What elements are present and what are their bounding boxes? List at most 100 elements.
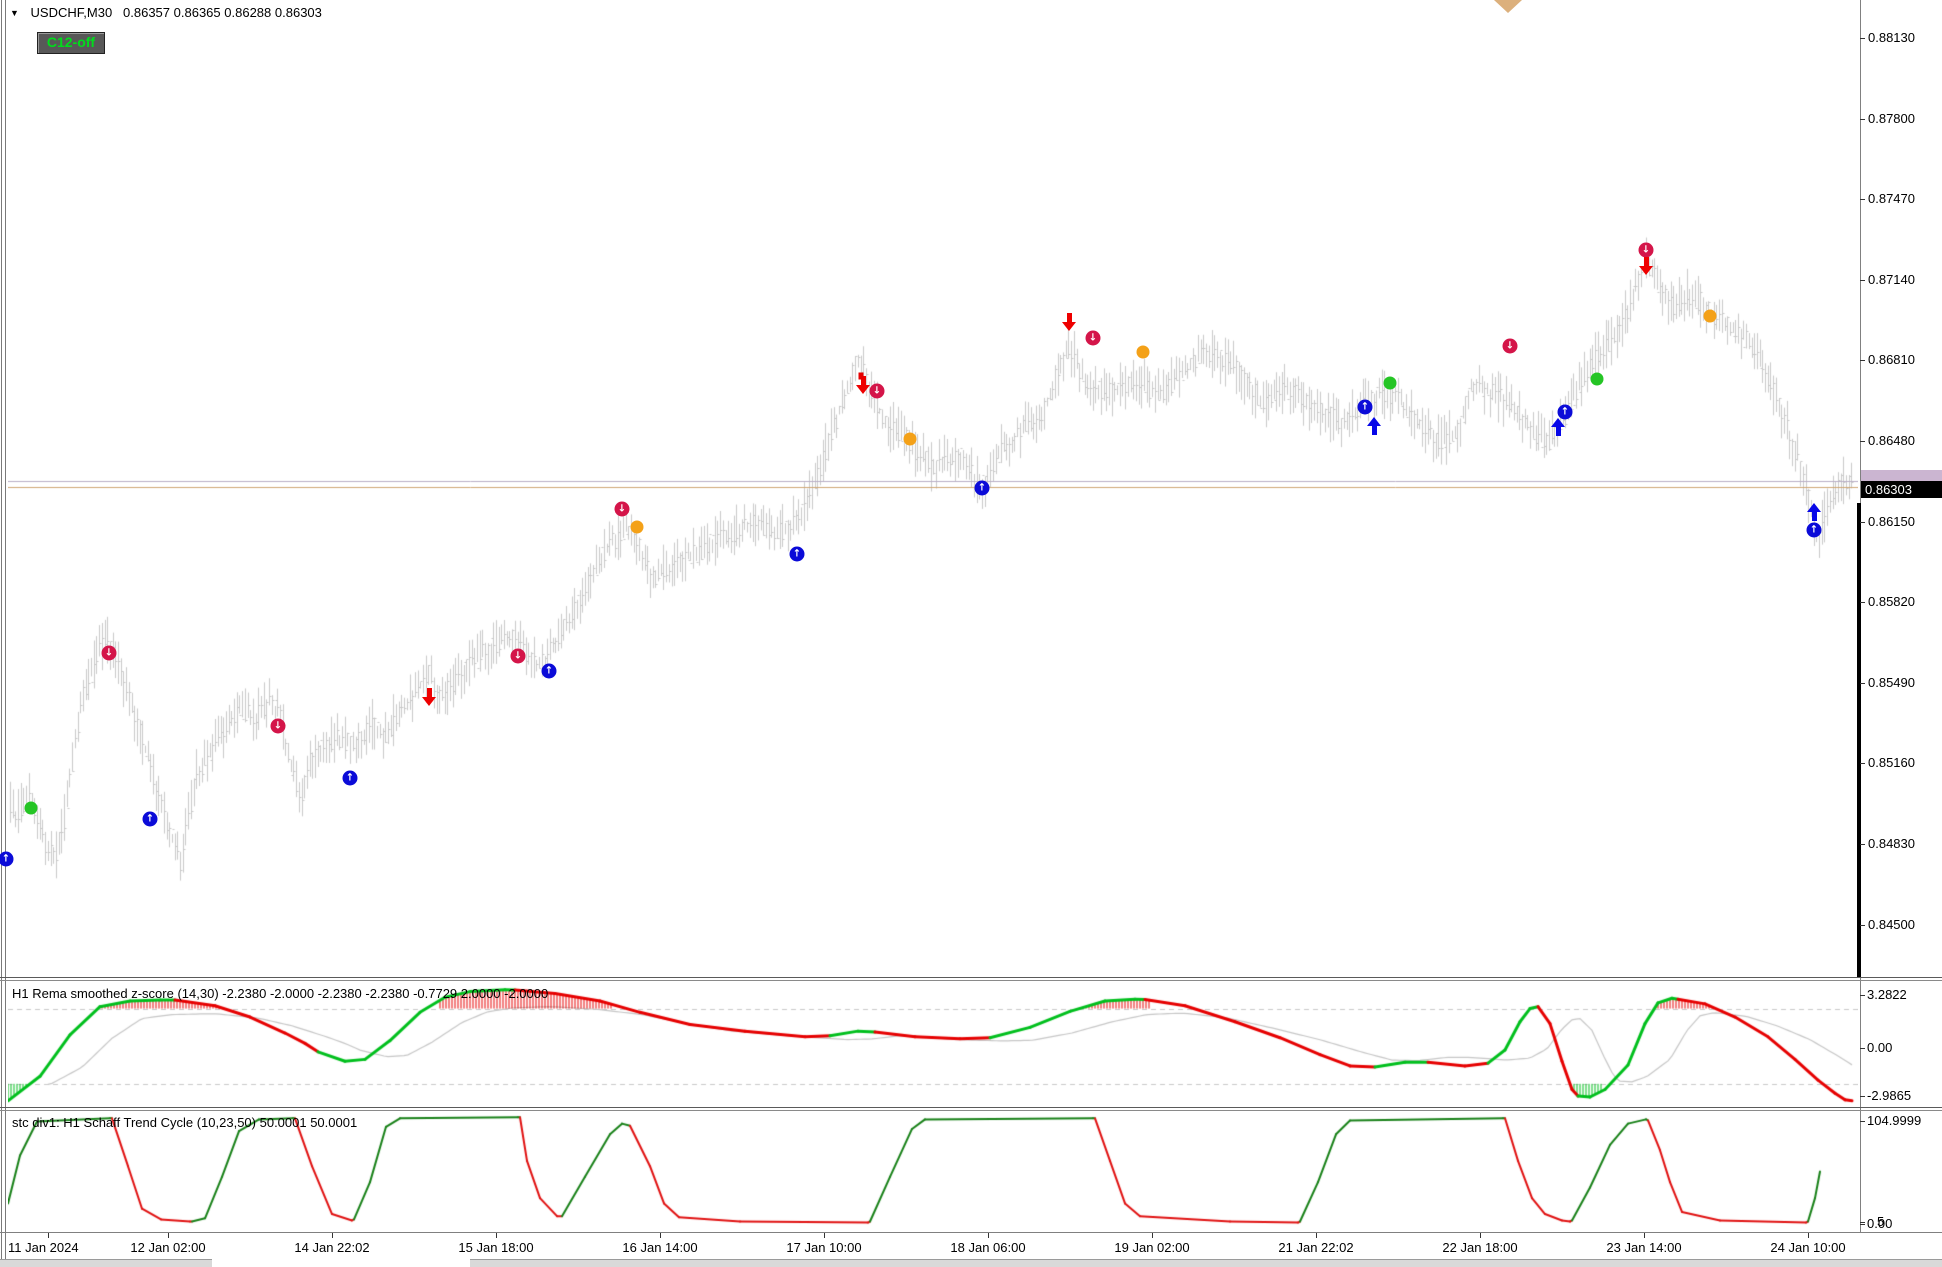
price-axis-label: 0.86150	[1868, 513, 1915, 529]
time-axis-label: 14 Jan 22:02	[294, 1240, 370, 1255]
time-axis-tick	[332, 1233, 333, 1238]
exit-signal-orange-dot-icon	[1703, 309, 1717, 323]
time-axis-tick	[48, 1233, 49, 1238]
price-axis-tick	[1860, 844, 1865, 845]
sell-signal-circle-icon: ↓	[1502, 338, 1518, 354]
time-axis-tick	[988, 1233, 989, 1238]
time-axis-label: 12 Jan 02:00	[130, 1240, 206, 1255]
time-axis-tick	[1316, 1233, 1317, 1238]
indicator-axis-tick	[1860, 1222, 1865, 1223]
time-axis-label: 19 Jan 02:00	[1114, 1240, 1190, 1255]
price-axis-tick	[1860, 38, 1865, 39]
symbol-timeframe-label: USDCHF,M30	[30, 5, 113, 20]
window-left-border-inner	[5, 0, 6, 1267]
panel2-separator-inner	[0, 1110, 1942, 1111]
ohlc-low: 0.86288	[224, 5, 272, 20]
indicator-axis-tick	[1860, 1121, 1865, 1122]
exit-signal-orange-dot-icon	[630, 520, 644, 534]
buy-signal-circle-icon: ↑	[541, 663, 557, 679]
time-axis-tick	[1808, 1233, 1809, 1238]
panel1-separator[interactable]	[0, 977, 1942, 978]
price-axis-label: 0.84500	[1868, 916, 1915, 932]
time-axis-label: 16 Jan 14:00	[622, 1240, 698, 1255]
buy-signal-circle-icon: ↑	[1557, 404, 1573, 420]
time-axis-label: 15 Jan 18:00	[458, 1240, 534, 1255]
chart-title: ▼ USDCHF,M30 0.86357 0.86365 0.86288 0.8…	[10, 5, 322, 20]
price-axis-black-bar	[1857, 503, 1861, 977]
buy-signal-circle-icon: ↑	[789, 546, 805, 562]
time-axis-tick	[660, 1233, 661, 1238]
red-square-marker	[858, 372, 864, 380]
time-axis-separator	[0, 1232, 1942, 1233]
current-price-highlight	[1861, 470, 1942, 481]
price-axis-tick	[1860, 199, 1865, 200]
indicator-axis-tick	[1860, 1096, 1865, 1097]
indicator-axis-tick	[1860, 995, 1865, 996]
price-axis-label: 0.87470	[1868, 191, 1915, 207]
time-axis-label: 23 Jan 14:00	[1606, 1240, 1682, 1255]
price-axis-label: 0.86810	[1868, 352, 1915, 368]
price-axis-label: 0.85160	[1868, 755, 1915, 771]
sell-signal-circle-icon: ↓	[101, 645, 117, 661]
time-axis-label: 18 Jan 06:00	[950, 1240, 1026, 1255]
price-axis-label: 0.84830	[1868, 836, 1915, 851]
zscore-panel-canvas[interactable]	[8, 982, 1858, 1106]
exit-signal-orange-dot-icon	[1136, 345, 1150, 359]
chart-menu-dropdown-icon[interactable]: ▼	[10, 8, 19, 18]
price-axis-tick	[1860, 683, 1865, 684]
buy-signal-circle-icon: ↑	[1806, 522, 1822, 538]
indicator-axis-label: 0.00	[1867, 1040, 1893, 1055]
indicator-axis-label: 104.9999	[1867, 1113, 1922, 1128]
ohlc-high: 0.86365	[173, 5, 221, 20]
bottom-tab-strip-left[interactable]	[0, 1259, 212, 1267]
time-axis-tick	[1480, 1233, 1481, 1238]
main-chart-canvas[interactable]	[8, 0, 1858, 978]
time-axis-label: 24 Jan 10:00	[1770, 1240, 1846, 1255]
price-axis-tick	[1860, 441, 1865, 442]
panel2-separator[interactable]	[0, 1107, 1942, 1108]
price-axis-tick	[1860, 602, 1865, 603]
current-price-box: 0.86303	[1861, 481, 1942, 498]
entry-signal-green-dot-icon	[1383, 376, 1397, 390]
price-axis-tick	[1860, 280, 1865, 281]
entry-signal-green-dot-icon	[1590, 372, 1604, 386]
time-axis-label: 22 Jan 18:00	[1442, 1240, 1518, 1255]
time-axis-tick	[1152, 1233, 1153, 1238]
buy-signal-circle-icon: ↑	[1357, 399, 1373, 415]
indicator-axis-label: -2.9865	[1867, 1088, 1912, 1103]
price-axis-label: 0.88130	[1868, 30, 1915, 45]
indicator-axis-label: 3.2822	[1867, 987, 1907, 1002]
stc-panel-canvas[interactable]	[8, 1112, 1858, 1232]
time-axis-tick	[496, 1233, 497, 1238]
buy-signal-circle-icon: ↑	[974, 480, 990, 496]
buy-signal-circle-icon: ↑	[342, 770, 358, 786]
sell-signal-circle-icon: ↓	[1085, 330, 1101, 346]
price-axis-label: 0.87800	[1868, 110, 1915, 126]
sell-signal-circle-icon: ↓	[510, 648, 526, 664]
time-axis-tick	[1644, 1233, 1645, 1238]
price-axis-label: 0.85820	[1868, 594, 1915, 610]
indicator-axis-label: 0.00	[1867, 1216, 1893, 1231]
entry-signal-green-dot-icon	[24, 801, 38, 815]
window-left-border	[1, 0, 2, 1267]
time-axis-label: 17 Jan 10:00	[786, 1240, 862, 1255]
zscore-panel-label: H1 Rema smoothed z-score (14,30) -2.2380…	[12, 986, 549, 1001]
time-axis-tick	[168, 1233, 169, 1238]
price-axis-label: 0.87140	[1868, 271, 1915, 287]
price-axis-tick	[1860, 763, 1865, 764]
chart-shift-marker-icon[interactable]	[1494, 0, 1522, 13]
ohlc-close: 0.86303	[274, 5, 322, 20]
c12-toggle-button[interactable]: C12-off	[37, 32, 105, 54]
bottom-tab-strip-right[interactable]	[470, 1259, 1942, 1267]
indicator-axis-label: 5	[1877, 1214, 1885, 1229]
price-axis-label: 0.86480	[1868, 433, 1915, 448]
price-axis-tick	[1860, 925, 1865, 926]
sell-signal-circle-icon: ↓	[1638, 242, 1654, 258]
sell-signal-circle-icon: ↓	[614, 501, 630, 517]
time-axis-label: 21 Jan 22:02	[1278, 1240, 1354, 1255]
price-axis-tick	[1860, 360, 1865, 361]
sell-signal-circle-icon: ↓	[270, 718, 286, 734]
sell-signal-circle-icon: ↓	[869, 383, 885, 399]
exit-signal-orange-dot-icon	[903, 432, 917, 446]
